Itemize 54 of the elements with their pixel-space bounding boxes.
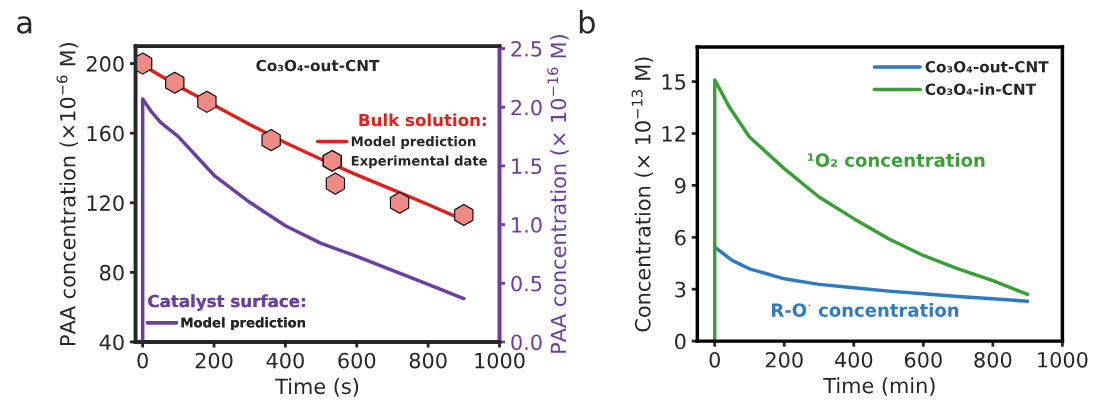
annotation: R-O$^{·}$ concentration: [772, 302, 959, 317]
x-tick-label: 1000: [475, 352, 525, 369]
y-tick-label: 3: [675, 281, 686, 298]
annotation: Catalyst surface:: [148, 294, 305, 311]
legend-label: Model prediction: [181, 317, 306, 331]
y-tick-label: 120: [87, 195, 124, 211]
y-axis-title: Concentration (× 10$^{−13}$ M): [631, 57, 654, 332]
x-tick-label: 0: [137, 352, 148, 369]
x-tick-label: 600: [338, 352, 376, 369]
chart-title: b: [579, 10, 595, 34]
x-tick-label: 600: [904, 351, 942, 368]
y-tick-label: 15: [662, 74, 686, 90]
point: [165, 71, 185, 94]
y-tick-label: 40: [99, 334, 124, 351]
x-axis-title: Time (s): [275, 378, 359, 397]
y2-tick-label: 1.0: [512, 217, 542, 233]
y-axis-title: PAA concentration (×10$^{−6}$ M): [56, 43, 79, 345]
annotation: Bulk solution:: [359, 113, 486, 127]
y2-tick-label: 2.5: [511, 40, 542, 57]
y2-tick-label: 0.5: [511, 275, 542, 292]
x-tick-label: 200: [765, 351, 803, 368]
line-series: [713, 245, 1030, 304]
y-tick-label: 9: [674, 177, 686, 194]
point: [454, 203, 474, 227]
x-tick-label: 1000: [1038, 351, 1088, 368]
y2-tick-label: 0.0: [511, 334, 542, 351]
point: [261, 129, 281, 152]
point: [389, 191, 410, 214]
y2-tick-label: 1.5: [512, 158, 542, 175]
y-tick-label: 6: [675, 229, 686, 246]
legend-label: Co₃O₄-out-CNT: [925, 61, 1049, 73]
chart-title: a: [17, 16, 32, 34]
point: [325, 172, 346, 195]
x-tick-label: 200: [195, 352, 233, 369]
y2-axis-title: PAA concentration (× 10$^{−16}$ M): [547, 35, 569, 353]
x-tick-label: 0: [709, 351, 720, 368]
y-tick-label: 80: [100, 264, 124, 281]
annotation: ¹O₂ concentration: [807, 152, 985, 167]
x-tick-label: 800: [409, 352, 447, 369]
legend-label: Experimental date: [351, 155, 487, 169]
text: Co₃O₄-out-CNT: [256, 59, 380, 72]
y2-tick-label: 2.0: [511, 99, 542, 116]
y-tick-label: 12: [662, 125, 685, 142]
point: [197, 90, 217, 113]
legend-label: Co₃O₄-in-CNT: [925, 83, 1036, 96]
y-tick-label: 160: [87, 125, 124, 142]
legend-label: Model prediction: [351, 136, 476, 149]
x-axis-title: Time (min): [823, 377, 935, 396]
x-tick-label: 400: [266, 352, 304, 369]
y-tick-label: 0: [675, 333, 686, 350]
point: [135, 52, 153, 75]
y-tick-label: 200: [86, 56, 124, 72]
x-tick-label: 400: [834, 351, 873, 368]
x-tick-label: 800: [974, 351, 1012, 368]
